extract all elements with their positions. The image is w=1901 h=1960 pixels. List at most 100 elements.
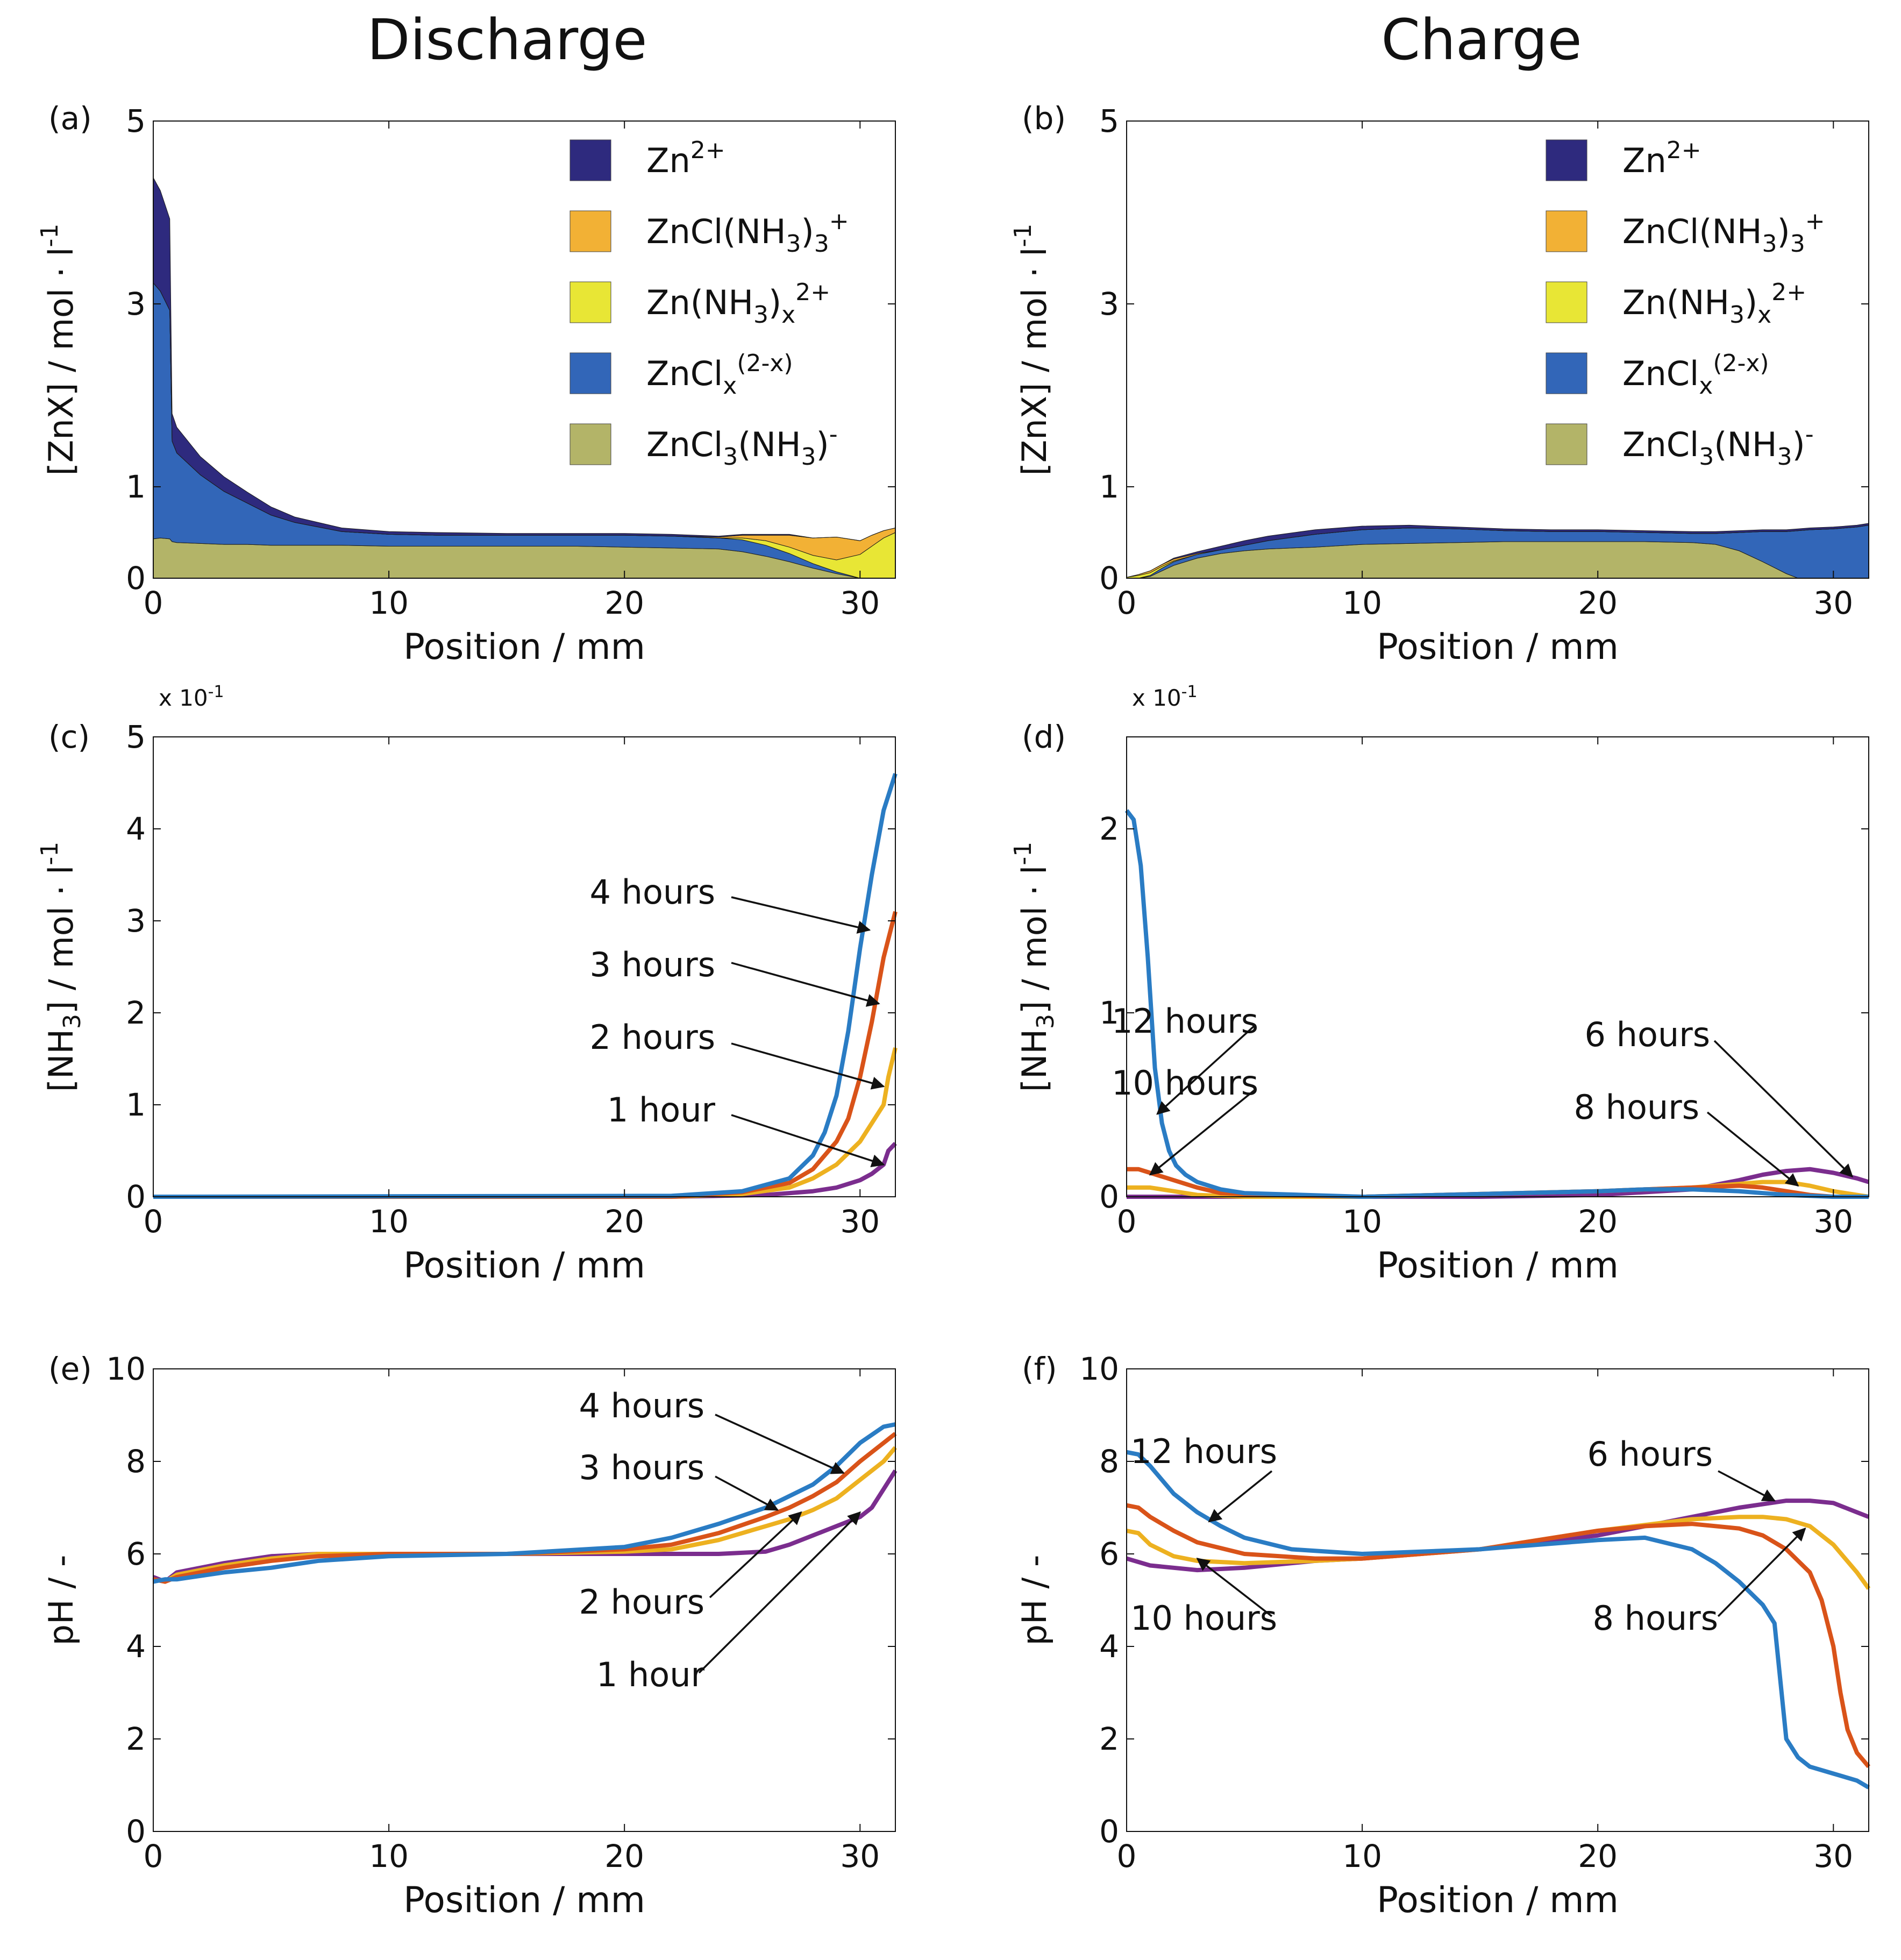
y-axis-label: [NH3] / mol · l-1 bbox=[1009, 842, 1059, 1092]
x-tick-label: 0 bbox=[144, 585, 163, 621]
line-series-2-hours bbox=[153, 1047, 898, 1199]
legend-swatch bbox=[569, 210, 611, 252]
annotation-arrow bbox=[698, 1511, 861, 1674]
x-tick-label: 30 bbox=[1813, 1203, 1853, 1240]
y-tick-label: 2 bbox=[1099, 811, 1119, 847]
line-series-3-hours bbox=[153, 911, 898, 1199]
y-tick-label: 8 bbox=[1099, 1443, 1119, 1480]
area-series-zn2 bbox=[153, 177, 896, 541]
annotation-label: 4 hours bbox=[579, 1386, 704, 1425]
plot-frame bbox=[153, 120, 896, 579]
annotation-label: 12 hours bbox=[1130, 1432, 1277, 1471]
annotation-arrow bbox=[1149, 1088, 1257, 1176]
annotation-arrow bbox=[709, 1511, 802, 1599]
y-tick-label: 6 bbox=[126, 1536, 146, 1572]
y-tick-label: 0 bbox=[1099, 1178, 1119, 1215]
legend: Zn2+ ZnCl(NH3)3+ Zn(NH3)x2+ ZnClx(2-x) ZnCl3… bbox=[1546, 137, 1825, 471]
y-tick-label: 8 bbox=[126, 1443, 146, 1480]
y-tick-label: 0 bbox=[1099, 1813, 1119, 1850]
legend-swatch bbox=[569, 281, 611, 323]
x-tick-label: 0 bbox=[144, 1838, 163, 1874]
annotation-arrow bbox=[1717, 1527, 1806, 1617]
annotation-arrow bbox=[1706, 1111, 1799, 1187]
line-series-6-hours bbox=[1126, 1499, 1870, 1573]
y-tick-label: 0 bbox=[126, 1178, 146, 1215]
x-axis-label: Position / mm bbox=[1377, 1879, 1619, 1921]
annotation-label: 8 hours bbox=[1574, 1088, 1699, 1127]
y-tick-label: 0 bbox=[1099, 560, 1119, 596]
y-tick-label: 10 bbox=[106, 1351, 146, 1387]
y-tick-label: 2 bbox=[126, 1721, 146, 1757]
legend-label: ZnClx(2-x) bbox=[1622, 350, 1769, 400]
legend-label: ZnCl(NH3)3+ bbox=[646, 208, 849, 258]
line-series-12-hours bbox=[1124, 809, 1869, 1199]
annotation-arrow bbox=[1196, 1558, 1273, 1617]
scale-factor-label: x 10-1 bbox=[1132, 683, 1198, 711]
plot-frame bbox=[153, 736, 896, 1197]
panel-f: 12 hours 10 hours 6 hours 8 hours 0 10 20 30 0 2 4… bbox=[1015, 1351, 1871, 1921]
x-tick-label: 30 bbox=[1813, 1838, 1853, 1874]
x-tick-label: 0 bbox=[1117, 1838, 1137, 1874]
x-tick-label: 10 bbox=[1342, 1203, 1382, 1240]
legend-swatch bbox=[569, 423, 611, 465]
x-tick-label: 20 bbox=[1578, 1838, 1618, 1874]
panel-a: Zn2+ ZnCl(NH3)3+ Zn(NH3)x2+ ZnClx(2-x) ZnCl3… bbox=[36, 100, 896, 667]
y-tick-label: 10 bbox=[1079, 1351, 1119, 1387]
y-tick-label: 1 bbox=[1099, 468, 1119, 505]
y-tick-label: 1 bbox=[126, 1086, 146, 1123]
x-axis-label: Position / mm bbox=[403, 1245, 645, 1286]
panel-c: 4 hours 3 hours 2 hours 1 hour 0 10 20 30 0 1 2 3 4 5… bbox=[36, 683, 898, 1286]
annotation-arrow bbox=[715, 1414, 845, 1474]
line-series-1-hour bbox=[152, 1469, 898, 1584]
y-tick-label: 2 bbox=[126, 995, 146, 1031]
y-tick-label: 4 bbox=[1099, 1628, 1119, 1665]
panel-label: (f) bbox=[1022, 1351, 1057, 1387]
annotation-arrow bbox=[731, 896, 871, 934]
plot-frame bbox=[1126, 1368, 1869, 1832]
panel-label: (b) bbox=[1022, 100, 1066, 137]
y-tick-label: 6 bbox=[1099, 1536, 1119, 1572]
y-tick-label: 3 bbox=[126, 286, 146, 322]
x-tick-label: 10 bbox=[369, 1203, 409, 1240]
scale-factor-label: x 10-1 bbox=[159, 683, 224, 711]
x-tick-label: 10 bbox=[1342, 585, 1382, 621]
annotation-label: 12 hours bbox=[1112, 1002, 1258, 1041]
legend-swatch bbox=[1546, 423, 1587, 465]
annotation-arrow bbox=[731, 1042, 885, 1090]
column-title-charge: Charge bbox=[1381, 7, 1582, 73]
legend-swatch bbox=[569, 352, 611, 394]
annotation-arrow bbox=[1718, 1470, 1776, 1502]
annotation-label: 6 hours bbox=[1587, 1435, 1713, 1474]
x-tick-label: 10 bbox=[369, 585, 409, 621]
legend-label: Zn(NH3)x2+ bbox=[1622, 279, 1806, 329]
annotation-arrow bbox=[731, 1114, 885, 1167]
y-tick-label: 1 bbox=[1099, 995, 1119, 1031]
annotation-arrow bbox=[1156, 1024, 1257, 1115]
y-axis-label: pH / - bbox=[1015, 1555, 1054, 1646]
annotation-label: 3 hours bbox=[579, 1448, 704, 1487]
x-tick-label: 20 bbox=[1578, 1203, 1618, 1240]
x-axis-label: Position / mm bbox=[1377, 626, 1619, 667]
y-axis-label: [ZnX] / mol · l-1 bbox=[1009, 224, 1054, 476]
y-axis-label: [NH3] / mol · l-1 bbox=[36, 842, 86, 1092]
line-series-10-hours bbox=[1126, 1503, 1871, 1769]
panel-label: (d) bbox=[1022, 719, 1066, 755]
line-series-4-hours bbox=[153, 773, 898, 1199]
legend-swatch bbox=[1546, 281, 1587, 323]
x-axis-label: Position / mm bbox=[403, 626, 645, 667]
x-tick-label: 30 bbox=[840, 585, 880, 621]
annotation-arrow bbox=[1713, 1040, 1854, 1178]
legend: Zn2+ ZnCl(NH3)3+ Zn(NH3)x2+ ZnClx(2-x) ZnCl3… bbox=[569, 137, 849, 471]
annotation-label: 1 hour bbox=[596, 1655, 705, 1694]
column-title-discharge: Discharge bbox=[367, 7, 647, 73]
legend-swatch bbox=[1546, 139, 1587, 181]
x-axis-label: Position / mm bbox=[403, 1879, 645, 1921]
legend-swatch bbox=[1546, 352, 1587, 394]
annotation-label: 1 hour bbox=[607, 1090, 716, 1130]
line-series-12-hours bbox=[1126, 1450, 1870, 1789]
annotation-arrow bbox=[731, 962, 880, 1007]
y-tick-label: 5 bbox=[126, 103, 146, 139]
annotation-label: 8 hours bbox=[1593, 1599, 1718, 1638]
plot-frame bbox=[1126, 736, 1869, 1197]
y-tick-label: 0 bbox=[126, 1813, 146, 1850]
